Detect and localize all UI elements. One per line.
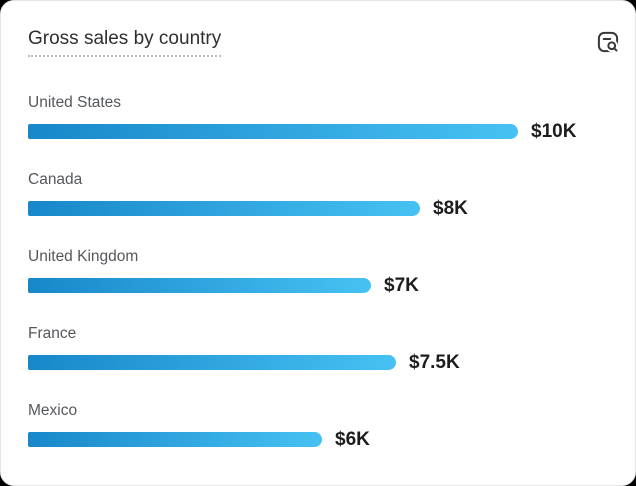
report-search-icon [594,28,622,56]
bar-line: $10K [28,122,635,141]
sales-bar [28,201,420,216]
sales-bar [28,355,396,370]
bar-line: $7.5K [28,353,635,372]
sales-bar [28,124,518,139]
country-label: Mexico [28,402,78,419]
view-report-button[interactable] [594,28,622,56]
card-title[interactable]: Gross sales by country [28,28,222,57]
bar-line: $7K [28,276,635,295]
sales-bar [28,278,371,293]
bar-row: Canada $8K [28,171,635,218]
bar-row: United Kingdom $7K [28,248,635,295]
card-header: Gross sales by country [1,1,635,57]
value-label: $7.5K [409,352,460,373]
bar-row: United States $10K [28,94,635,141]
bar-row: Mexico $6K [28,402,635,449]
country-label: United Kingdom [28,248,139,265]
value-label: $7K [384,275,419,296]
country-label: United States [28,94,122,111]
value-label: $8K [433,198,468,219]
bar-row: France $7.5K [28,325,635,372]
bar-chart: United States $10K Canada $8K United Kin… [1,94,635,449]
bar-line: $8K [28,199,635,218]
value-label: $10K [531,121,577,142]
bar-line: $6K [28,430,635,449]
country-label: Canada [28,171,83,188]
country-label: France [28,325,77,342]
sales-bar [28,432,322,447]
value-label: $6K [335,429,370,450]
